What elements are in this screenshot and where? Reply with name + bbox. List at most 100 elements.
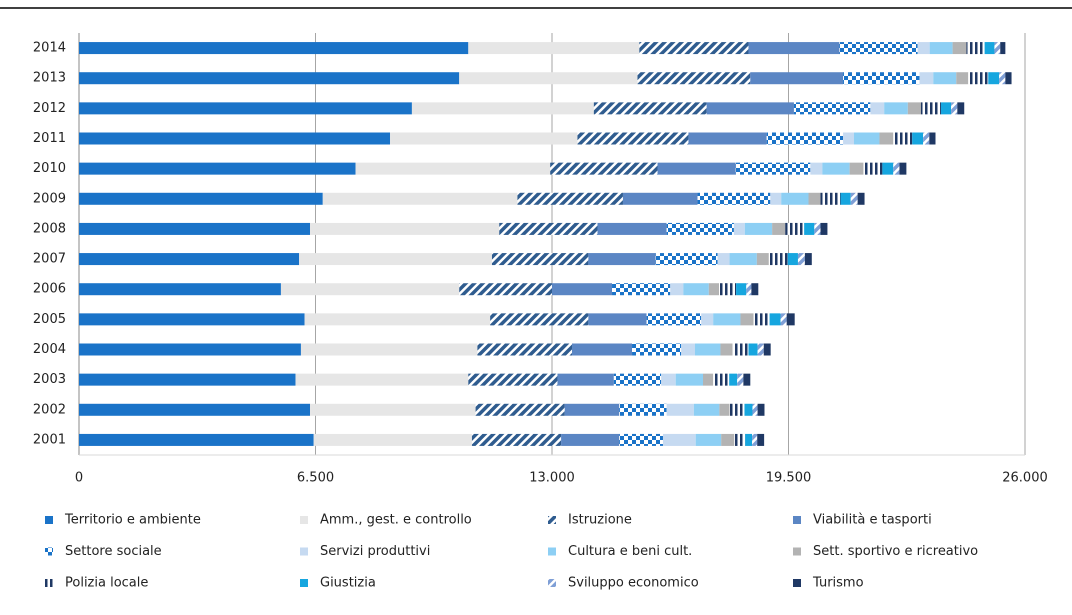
bar-segment [923, 132, 930, 145]
bar-segment [744, 403, 753, 416]
bar-segment [966, 42, 985, 55]
bar-segment [786, 313, 795, 326]
bar-segment [79, 373, 296, 386]
bar-segment [459, 283, 552, 296]
legend-label: Settore sociale [65, 544, 162, 559]
y-tick-label: 2012 [33, 101, 66, 116]
y-tick-label: 2007 [33, 252, 66, 267]
bar-segment [280, 283, 460, 296]
bar-segment [695, 433, 722, 446]
bar-segment [843, 72, 920, 85]
bar-segment [646, 313, 702, 326]
bar-segment [79, 102, 412, 115]
legend-label: Giustizia [320, 576, 376, 591]
bar-segment [670, 283, 684, 296]
legend-label: Turismo [812, 576, 864, 591]
x-tick-label: 19.500 [766, 471, 812, 486]
bar-segment [79, 222, 311, 235]
bar-segment [468, 42, 640, 55]
bar-segment [884, 102, 908, 115]
bar-segment [295, 373, 469, 386]
bar-segment [753, 313, 770, 326]
bar-segment [804, 253, 812, 266]
bar-segment [619, 433, 663, 446]
bar-segment [657, 162, 736, 175]
bar-segment [517, 192, 623, 205]
y-tick-label: 2010 [33, 161, 66, 176]
legend-label: Servizi produttivi [320, 544, 430, 559]
bar-segment [683, 283, 709, 296]
bar-segment [713, 313, 741, 326]
bar-segment [662, 433, 696, 446]
bar-segment [499, 222, 598, 235]
bar-segment [820, 222, 828, 235]
bar-segment [713, 373, 730, 386]
bar-segment [697, 192, 771, 205]
y-tick-label: 2005 [33, 312, 66, 327]
bar-segment [490, 313, 589, 326]
bar-segment [666, 403, 694, 416]
bar-segment [593, 102, 707, 115]
bar-segment [893, 132, 913, 145]
legend-label: Amm., gest. e controllo [320, 513, 472, 528]
bar-segment [79, 253, 300, 266]
bar-segment [770, 192, 782, 205]
bar-segment [732, 343, 749, 356]
bar-segment [729, 253, 757, 266]
bar-segment [619, 403, 667, 416]
bar-segment [1005, 72, 1012, 85]
legend-swatch [793, 547, 801, 556]
legend-swatch [793, 516, 801, 524]
bar-segment [820, 192, 841, 205]
bar-segment [79, 132, 391, 145]
bar-segment [780, 313, 787, 326]
bar-segment [951, 102, 958, 115]
bar-segment [557, 373, 614, 386]
y-tick-label: 2009 [33, 191, 66, 206]
bar-segment [675, 373, 703, 386]
legend-swatch [45, 547, 53, 556]
bar-segment [850, 192, 858, 205]
bar-segment [781, 192, 809, 205]
bar-segment [740, 313, 754, 326]
bar-segment [920, 102, 941, 115]
bar-segment [748, 42, 840, 55]
bar-segment [632, 343, 682, 356]
bar-segment [907, 102, 921, 115]
bar-segment [893, 162, 900, 175]
bar-segment [863, 162, 883, 175]
bar-segment [468, 373, 558, 386]
bar-segment [572, 343, 633, 356]
x-tick-label: 6.500 [297, 471, 334, 486]
bar-segment [744, 222, 773, 235]
bar-segment [655, 253, 718, 266]
bar-segment [917, 42, 930, 55]
bar-segment [984, 42, 995, 55]
bar-segment [597, 222, 667, 235]
bar-segment [491, 253, 589, 266]
bar-segment [729, 403, 745, 416]
legend-label: Polizia locale [65, 576, 148, 591]
y-tick-label: 2011 [33, 131, 66, 146]
legend-label: Territorio e ambiente [64, 513, 201, 528]
bar-segment [746, 283, 752, 296]
legend-swatch [300, 547, 308, 556]
x-tick-label: 26.000 [1002, 471, 1048, 486]
bar-segment [310, 403, 476, 416]
bar-segment [588, 253, 656, 266]
x-tick-label: 13.000 [529, 471, 575, 486]
y-tick-label: 2004 [33, 342, 66, 357]
bar-segment [304, 313, 491, 326]
bar-segment [787, 253, 798, 266]
bar-segment [79, 162, 356, 175]
bar-segment [310, 222, 500, 235]
y-tick-label: 2002 [33, 402, 66, 417]
bar-segment [853, 132, 880, 145]
bar-segment [552, 283, 613, 296]
bar-segment [757, 403, 765, 416]
bar-segment [968, 72, 989, 85]
bar-segment [940, 102, 952, 115]
y-tick-label: 2014 [33, 41, 66, 56]
bar-segment [694, 343, 721, 356]
